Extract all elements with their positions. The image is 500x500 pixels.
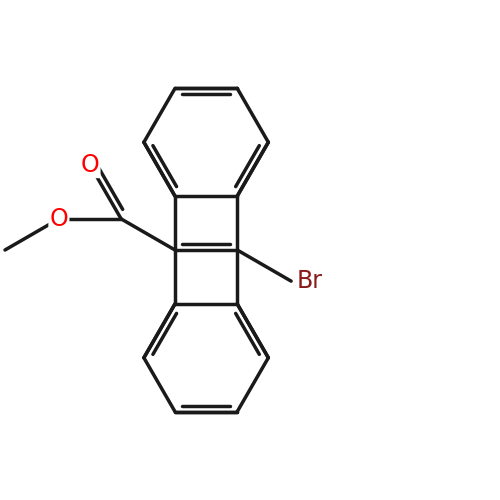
Text: Br: Br [296,269,322,293]
Text: O: O [50,207,68,231]
Text: O: O [80,153,100,177]
